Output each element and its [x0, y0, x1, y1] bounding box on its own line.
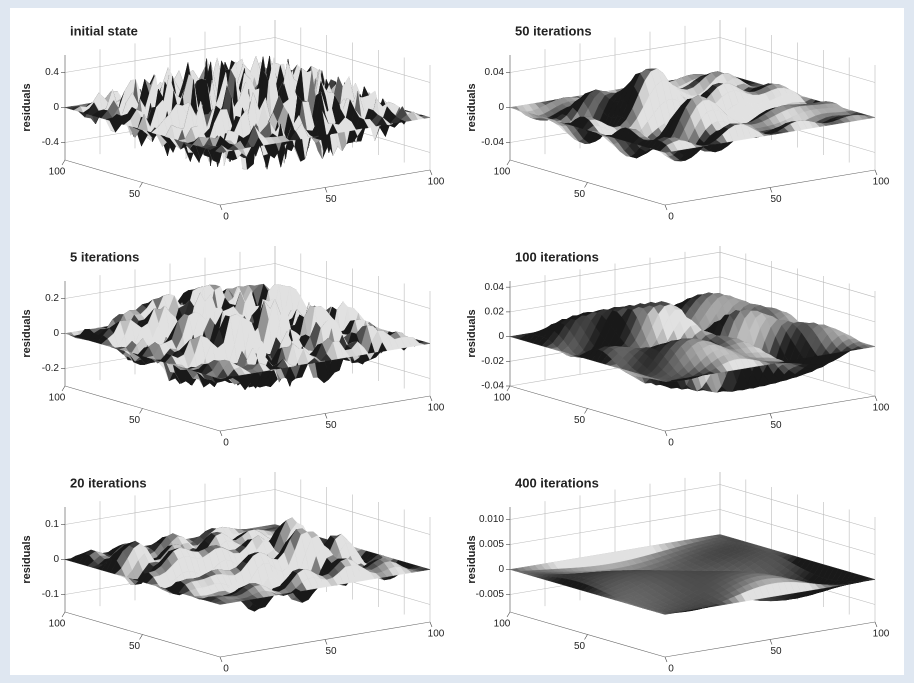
z-axis-label: residuals — [21, 309, 33, 357]
tick-mark — [220, 431, 222, 436]
tick-mark — [665, 205, 667, 210]
y-tick-label: 50 — [129, 641, 141, 652]
y-tick-label: 50 — [129, 415, 141, 426]
x-tick-label: 100 — [428, 177, 445, 188]
tick-mark — [507, 160, 510, 165]
z-axis-label: residuals — [21, 83, 33, 131]
z-tick-label: 0 — [498, 102, 504, 113]
surface — [510, 293, 875, 393]
panel-title: 100 iterations — [515, 249, 599, 264]
z-tick-label: 0 — [53, 102, 59, 113]
figure: -0.4 0 0.4 residuals 0 50 100 50 100 initial stat… — [10, 8, 904, 675]
tick-mark — [430, 622, 432, 627]
tick-mark — [430, 170, 432, 175]
panel-title: initial state — [70, 23, 138, 38]
z-tick-label: -0.04 — [481, 137, 504, 148]
tick-mark — [62, 160, 65, 165]
z-tick-label: 0.04 — [485, 67, 505, 78]
x-tick-label: 50 — [325, 420, 337, 431]
x-tick-label: 50 — [770, 420, 782, 431]
surface — [65, 284, 430, 390]
tick-mark — [770, 414, 772, 419]
x-tick-label: 50 — [770, 194, 782, 205]
tick-mark — [62, 386, 65, 391]
panel: -0.04 -0.02 0 0.02 0.04 residuals 0 50 100 50 100 1… — [466, 246, 890, 449]
x-tick-label: 0 — [223, 212, 229, 223]
panel-title: 50 iterations — [515, 23, 592, 38]
z-tick-label: -0.02 — [481, 356, 504, 367]
y-tick-label: 100 — [494, 167, 511, 178]
x-tick-label: 100 — [428, 403, 445, 414]
z-tick-label: 0 — [53, 554, 59, 565]
y-tick-label: 50 — [574, 189, 586, 200]
panel: -0.04 0 0.04 residuals 0 50 100 50 100 50 iterati… — [466, 20, 890, 223]
y-tick-label: 100 — [49, 619, 66, 630]
z-axis-label: residuals — [466, 83, 478, 131]
tick-mark — [325, 414, 327, 419]
y-tick-label: 100 — [49, 167, 66, 178]
x-tick-label: 100 — [428, 629, 445, 640]
z-axis-label: residuals — [21, 535, 33, 583]
x-tick-label: 0 — [668, 438, 674, 449]
panel: -0.4 0 0.4 residuals 0 50 100 50 100 initial stat… — [21, 20, 445, 223]
z-tick-label: -0.2 — [42, 363, 60, 374]
surface — [65, 56, 430, 169]
y-tick-label: 100 — [49, 393, 66, 404]
tick-mark — [140, 183, 143, 188]
x-tick-label: 100 — [873, 177, 890, 188]
z-tick-label: 0 — [498, 331, 504, 342]
z-tick-label: 0.1 — [45, 519, 59, 530]
z-tick-label: -0.1 — [42, 589, 60, 600]
x-tick-label: 100 — [873, 403, 890, 414]
tick-mark — [62, 612, 65, 617]
z-axis-label: residuals — [466, 309, 478, 357]
tick-mark — [875, 170, 877, 175]
x-tick-label: 50 — [325, 646, 337, 657]
tick-mark — [220, 205, 222, 210]
tick-mark — [430, 396, 432, 401]
tick-mark — [770, 188, 772, 193]
z-tick-label: 0.02 — [485, 307, 505, 318]
surface — [510, 69, 875, 161]
x-tick-label: 0 — [668, 212, 674, 223]
y-tick-label: 100 — [494, 393, 511, 404]
panel: -0.2 0 0.2 residuals 0 50 100 50 100 5 iterations — [21, 246, 445, 449]
z-tick-label: 0 — [53, 328, 59, 339]
panel-title: 20 iterations — [70, 475, 147, 490]
tick-mark — [325, 640, 327, 645]
z-tick-label: 0.2 — [45, 293, 59, 304]
tick-mark — [507, 386, 510, 391]
tick-mark — [325, 188, 327, 193]
tick-mark — [585, 183, 588, 188]
y-tick-label: 50 — [129, 189, 141, 200]
z-tick-label: -0.04 — [481, 381, 504, 392]
panel-title: 5 iterations — [70, 249, 139, 264]
surface — [65, 518, 430, 612]
z-tick-label: 0.04 — [485, 282, 505, 293]
x-tick-label: 0 — [223, 664, 229, 675]
tick-mark — [875, 396, 877, 401]
tick-mark — [220, 657, 222, 662]
tick-mark — [665, 431, 667, 436]
tick-mark — [140, 409, 143, 414]
y-tick-label: 50 — [574, 415, 586, 426]
chart: -0.4 0 0.4 residuals 0 50 100 50 100 initial stat… — [10, 8, 904, 675]
x-tick-label: 0 — [223, 438, 229, 449]
tick-mark — [140, 635, 143, 640]
x-tick-label: 50 — [325, 194, 337, 205]
tick-mark — [585, 409, 588, 414]
panel: -0.1 0 0.1 residuals 0 50 100 50 100 20 iteration… — [21, 472, 445, 675]
z-tick-label: -0.4 — [42, 137, 60, 148]
z-tick-label: 0.4 — [45, 67, 59, 78]
